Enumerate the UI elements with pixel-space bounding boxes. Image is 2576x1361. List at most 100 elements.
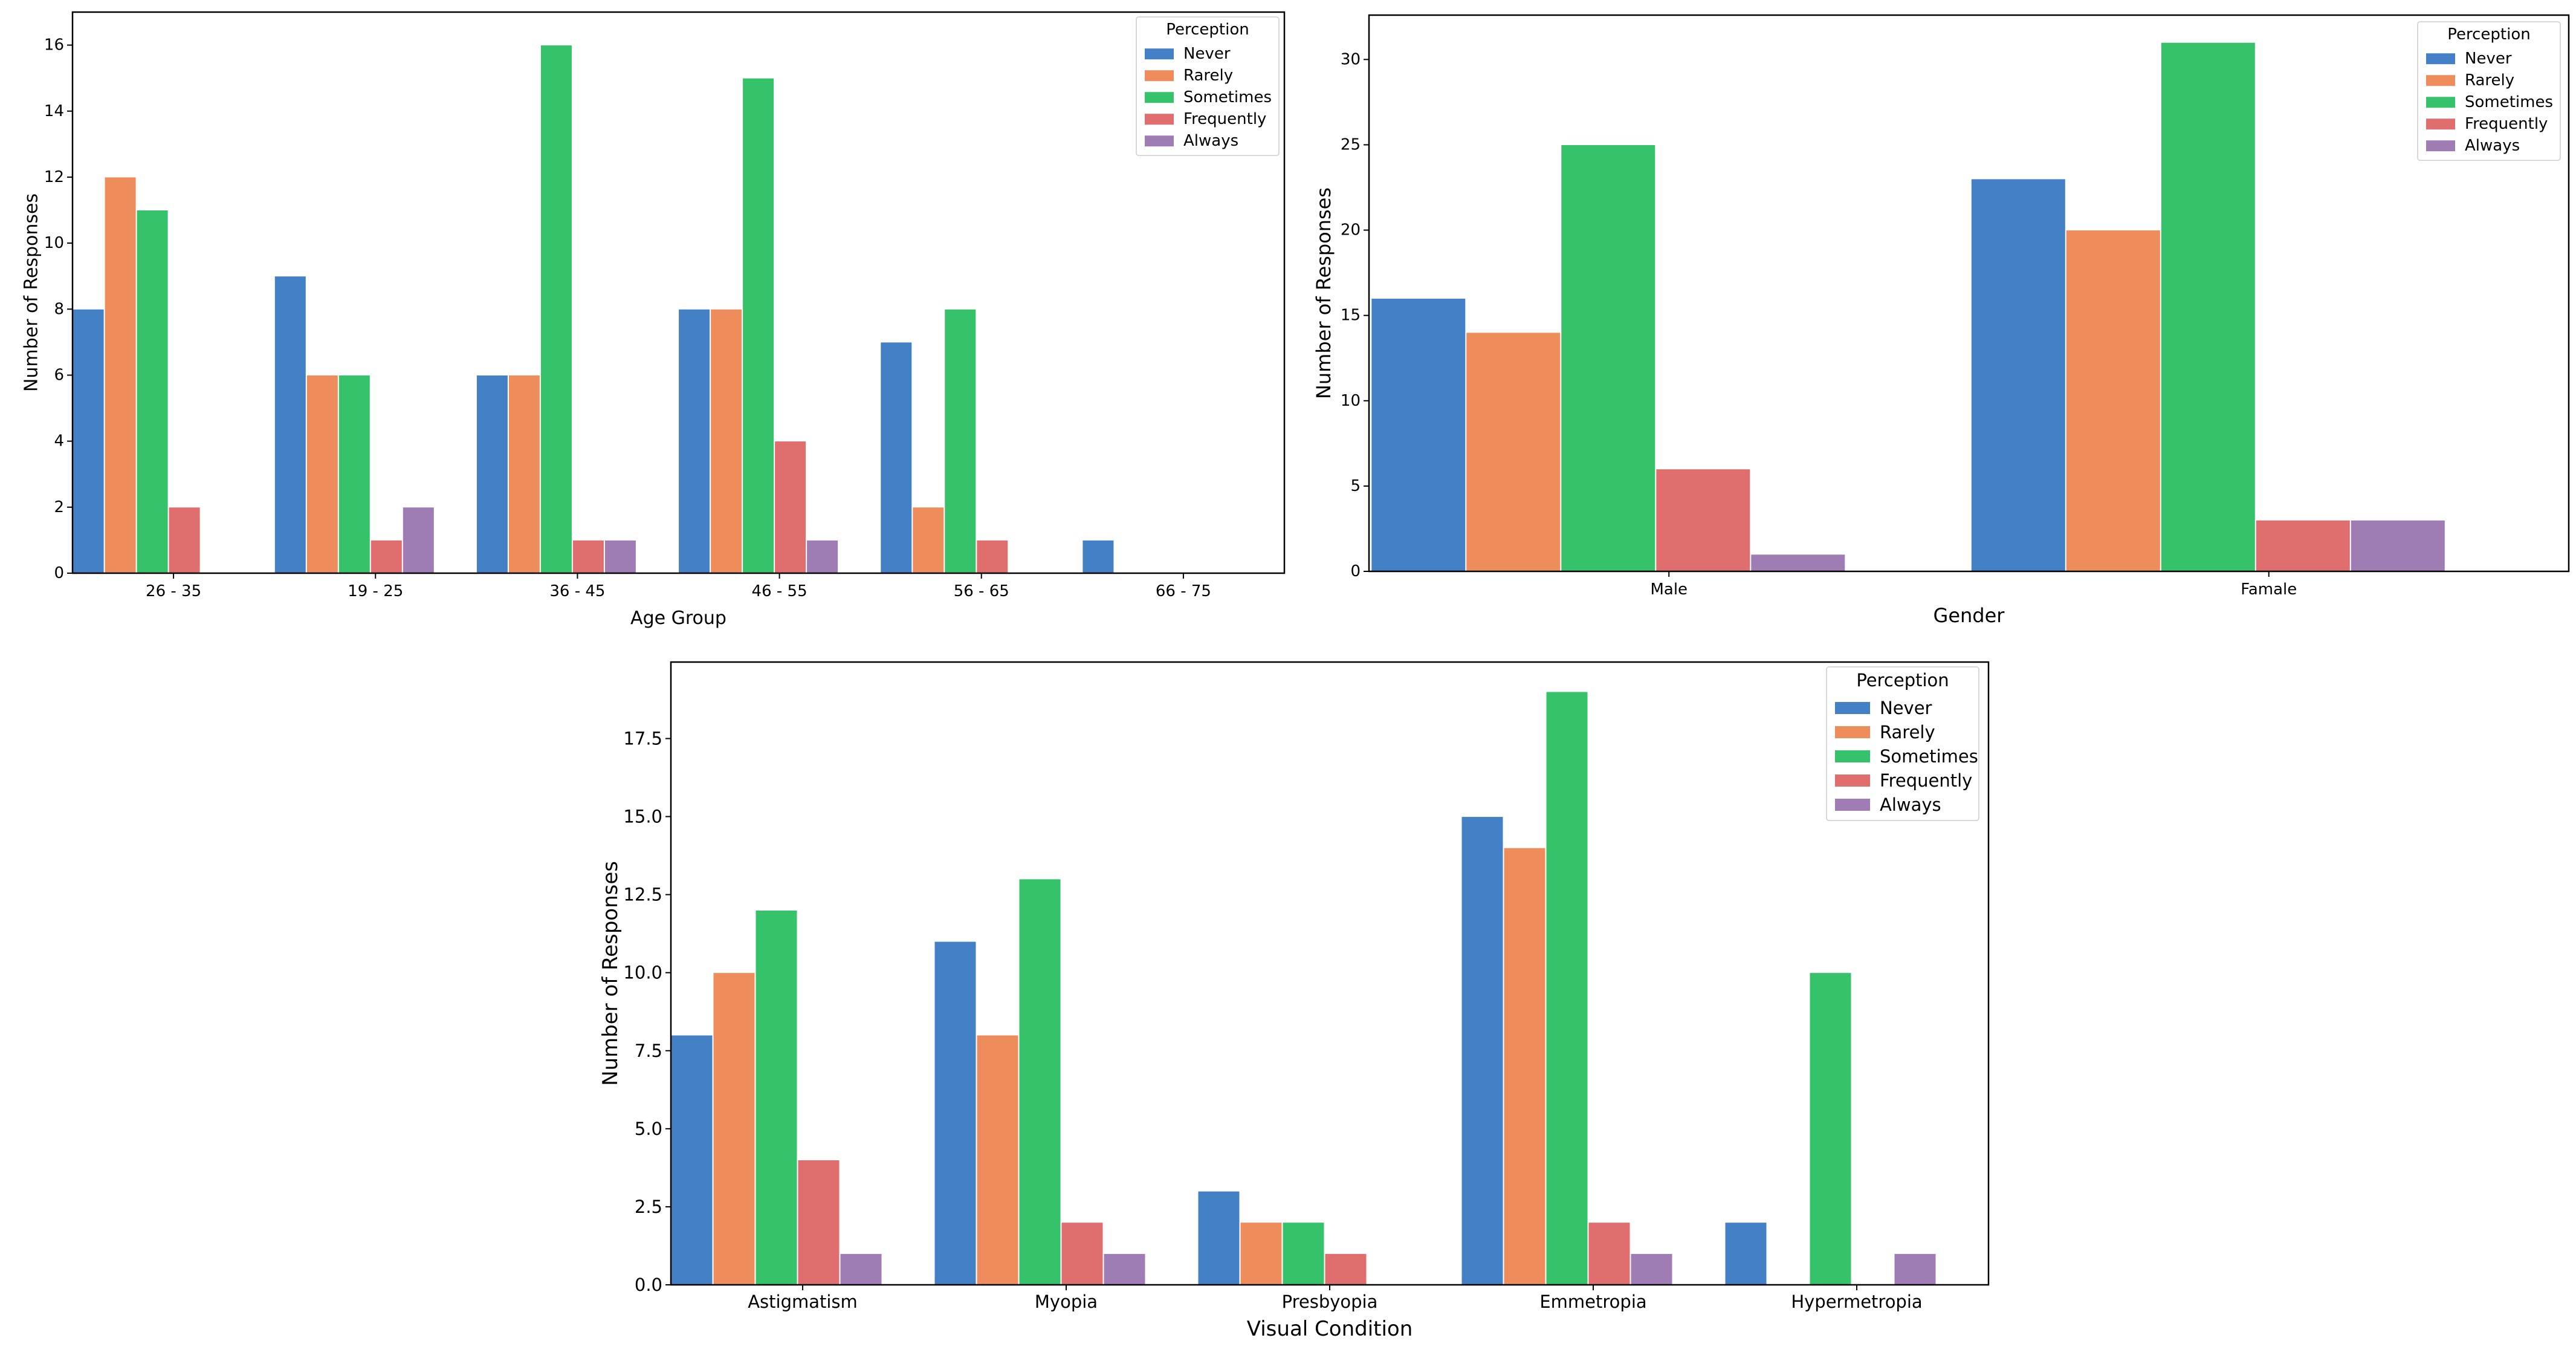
y-tick-label: 0 — [1350, 562, 1361, 580]
bar-frequently-4 — [1588, 1222, 1631, 1285]
y-axis-label: Number of Responses — [21, 193, 42, 392]
legend-label-rarely: Rarely — [2465, 71, 2514, 89]
legend-swatch-never — [1145, 48, 1174, 60]
bar-always-4 — [1630, 1253, 1673, 1285]
y-axis-label: Number of Responses — [598, 861, 623, 1086]
bar-sometimes-3 — [540, 45, 572, 574]
x-tick-label: Astigmatism — [748, 1291, 858, 1312]
bar-frequently-1 — [797, 1160, 840, 1285]
x-tick-label: 46 - 55 — [752, 582, 807, 600]
legend-label-never: Never — [2465, 50, 2512, 68]
legend-swatch-rarely — [1145, 70, 1174, 82]
x-tick-label: Famale — [2241, 580, 2297, 599]
bar-rarely-4 — [710, 308, 743, 574]
age-group-chart: 0 2 4 6 8 10 12 14 16 26 - 35 19 - 25 36 - 45 46 - 5… — [0, 0, 1293, 641]
bar-sometimes-3 — [1282, 1222, 1325, 1285]
legend-label-frequently: Frequently — [1880, 770, 1972, 791]
bar-always-2 — [402, 507, 435, 574]
plot-frame — [71, 11, 1286, 574]
bar-sometimes-1 — [755, 910, 798, 1285]
gender-chart-svg: 0 5 10 15 20 25 30 Male Famale Gender Number of Re… — [1312, 14, 2570, 627]
legend-swatch-never — [1835, 702, 1870, 714]
y-tick-label: 6 — [54, 366, 64, 384]
bar-never-3 — [476, 375, 508, 574]
x-tick-label: Hypermetropia — [1791, 1291, 1922, 1312]
bar-frequently-3 — [1324, 1253, 1367, 1285]
bar-never-2 — [934, 941, 977, 1285]
y-tick-label: 20 — [1341, 221, 1361, 239]
bar-rarely-3 — [508, 375, 540, 574]
y-tick-label: 2 — [54, 498, 64, 516]
bar-sometimes-5 — [1809, 972, 1852, 1285]
y-tick-label: 14 — [44, 102, 64, 120]
bar-never-1 — [670, 1035, 713, 1285]
y-tick-label: 10 — [44, 234, 64, 252]
bar-sometimes-5 — [944, 308, 977, 574]
bar-never-6 — [1082, 539, 1115, 574]
bar-always-1 — [840, 1253, 882, 1285]
x-axis-label: Gender — [1934, 604, 2005, 627]
y-tick-label: 2.5 — [635, 1197, 662, 1217]
x-axis-label: Visual Condition — [1247, 1317, 1413, 1341]
y-tick-label: 4 — [54, 432, 64, 450]
legend-swatch-always — [1145, 135, 1174, 147]
legend-label-frequently: Frequently — [1183, 110, 1266, 128]
y-tick-label: 5.0 — [635, 1119, 662, 1139]
y-tick-label: 30 — [1341, 50, 1361, 68]
gender-chart: 0 5 10 15 20 25 30 Male Famale Gender Number of Re… — [1293, 0, 2576, 641]
bar-rarely-1 — [1466, 332, 1561, 572]
bar-rarely-2 — [976, 1035, 1019, 1285]
bar-always-2 — [2350, 519, 2445, 572]
bar-always-4 — [806, 539, 839, 574]
legend-swatch-always — [2426, 140, 2455, 152]
legend-label-sometimes: Sometimes — [2465, 93, 2553, 111]
legend-swatch-sometimes — [2426, 97, 2455, 108]
legend-title: Perception — [1856, 670, 1949, 690]
x-tick-label: Male — [1650, 580, 1688, 599]
age-group-chart-svg: 0 2 4 6 8 10 12 14 16 26 - 35 19 - 25 36 - 45 46 - 5… — [21, 11, 1286, 629]
bar-frequently-1 — [1655, 469, 1751, 572]
bar-never-2 — [1970, 178, 2066, 572]
x-tick-label: 66 - 75 — [1156, 582, 1211, 600]
legend-swatch-frequently — [2426, 119, 2455, 130]
legend-title: Perception — [2447, 25, 2530, 44]
y-tick-label: 10.0 — [623, 963, 662, 983]
bar-rarely-1 — [713, 972, 756, 1285]
bar-always-1 — [1750, 554, 1846, 572]
legend-label-rarely: Rarely — [1880, 722, 1935, 742]
y-tick-label: 12 — [44, 168, 64, 186]
bar-frequently-5 — [976, 539, 1009, 574]
bar-frequently-2 — [2255, 519, 2351, 572]
bar-never-4 — [1461, 816, 1504, 1285]
y-tick-label: 5 — [1350, 477, 1361, 495]
bar-never-4 — [678, 308, 711, 574]
x-tick-label: Presbyopia — [1282, 1291, 1378, 1312]
y-tick-label: 15 — [1341, 307, 1361, 325]
x-tick-label: 36 - 45 — [549, 582, 605, 600]
bar-sometimes-2 — [2160, 42, 2256, 572]
bar-sometimes-4 — [1545, 691, 1588, 1285]
legend-swatch-sometimes — [1145, 92, 1174, 103]
legend-label-always: Always — [1183, 132, 1238, 150]
bar-rarely-5 — [912, 507, 945, 574]
legend-label-never: Never — [1183, 45, 1231, 63]
legend-swatch-rarely — [1835, 726, 1870, 738]
bar-rarely-2 — [2065, 230, 2161, 572]
y-axis-label: Number of Responses — [1312, 187, 1335, 399]
visual-condition-chart: 0.0 2.5 5.0 7.5 10.0 12.5 15.0 17.5 Astigmatism M… — [580, 641, 2031, 1361]
bar-rarely-2 — [306, 375, 338, 574]
legend-label-sometimes: Sometimes — [1880, 746, 1978, 767]
legend-swatch-always — [1835, 799, 1870, 811]
bar-sometimes-4 — [742, 77, 775, 574]
legend-swatch-never — [2426, 53, 2455, 65]
bar-always-3 — [604, 539, 636, 574]
bar-always-5 — [1894, 1253, 1937, 1285]
bar-frequently-2 — [370, 539, 403, 574]
bar-frequently-1 — [168, 507, 201, 574]
bar-frequently-4 — [774, 441, 807, 574]
legend-label-always: Always — [1880, 794, 1941, 815]
y-tick-label: 8 — [54, 300, 64, 318]
y-tick-label: 10 — [1341, 392, 1361, 410]
y-tick-label: 17.5 — [623, 728, 662, 749]
legend-swatch-sometimes — [1835, 750, 1870, 762]
